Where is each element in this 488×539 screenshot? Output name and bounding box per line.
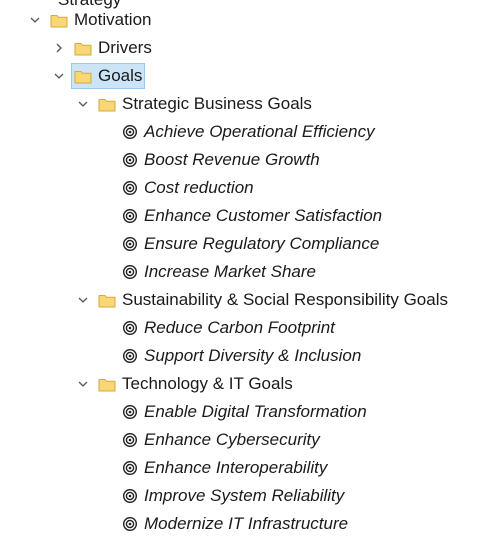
tree-label-goal: Modernize IT Infrastructure	[144, 514, 349, 533]
tree-label-goals: Goals	[98, 66, 143, 85]
tree-node-goal[interactable]: Reduce Carbon Footprint	[122, 314, 335, 342]
tree-label-strategy: Strategy	[58, 0, 121, 11]
chevron-down-icon[interactable]	[76, 97, 90, 111]
tree-node-goal[interactable]: Enhance Customer Satisfaction	[122, 202, 382, 230]
tree-label-goal: Enable Digital Transformation	[144, 402, 367, 421]
chevron-down-icon[interactable]	[52, 69, 66, 83]
chevron-down-icon[interactable]	[28, 13, 42, 27]
goal-target-icon	[122, 208, 138, 224]
tree-label-group: Technology & IT Goals	[122, 374, 293, 393]
tree-row-strategy-partial[interactable]: Strategy	[58, 0, 121, 14]
tree-node-group[interactable]: Strategic Business Goals	[76, 90, 312, 118]
tree-node-goal[interactable]: Modernize IT Infrastructure	[122, 510, 348, 538]
tree-label-goal: Achieve Operational Efficiency	[144, 122, 375, 141]
tree-label-goal: Enhance Cybersecurity	[144, 430, 320, 449]
tree-label-motivation: Motivation	[74, 10, 152, 29]
selection-highlight: Goals	[71, 63, 146, 89]
tree-node-goal[interactable]: Ensure Regulatory Compliance	[122, 230, 379, 258]
tree-node-goal[interactable]: Support Diversity & Inclusion	[122, 342, 361, 370]
tree-label-goal: Reduce Carbon Footprint	[144, 318, 335, 337]
tree-node-goal[interactable]: Cost reduction	[122, 174, 254, 202]
tree-label-goal: Support Diversity & Inclusion	[144, 346, 362, 365]
tree-label-goal: Boost Revenue Growth	[144, 150, 320, 169]
tree-label-drivers: Drivers	[98, 38, 152, 57]
goal-target-icon	[122, 404, 138, 420]
folder-icon	[98, 377, 116, 392]
tree-label-goal: Increase Market Share	[144, 262, 316, 281]
tree-node-goal[interactable]: Boost Revenue Growth	[122, 146, 320, 174]
tree-node-goal[interactable]: Enhance Interoperability	[122, 454, 327, 482]
goal-target-icon	[122, 236, 138, 252]
tree-label-goal: Enhance Customer Satisfaction	[144, 206, 383, 225]
tree-node-goal[interactable]: Enable Digital Transformation	[122, 398, 367, 426]
tree-label-goal: Enhance Interoperability	[144, 458, 328, 477]
chevron-down-icon[interactable]	[76, 377, 90, 391]
goal-target-icon	[122, 516, 138, 532]
folder-icon	[98, 97, 116, 112]
folder-icon	[74, 41, 92, 56]
tree-node-motivation[interactable]: Motivation	[28, 6, 151, 34]
tree-node-goal[interactable]: Improve System Reliability	[122, 482, 344, 510]
goal-target-icon	[122, 432, 138, 448]
tree-label-goal: Cost reduction	[144, 178, 254, 197]
tree-node-goal[interactable]: Enhance Cybersecurity	[122, 426, 320, 454]
tree-node-drivers[interactable]: Drivers	[52, 34, 152, 62]
chevron-right-icon[interactable]	[52, 41, 66, 55]
folder-icon	[98, 293, 116, 308]
goal-target-icon	[122, 320, 138, 336]
tree-node-goal[interactable]: Increase Market Share	[122, 258, 316, 286]
goal-target-icon	[122, 488, 138, 504]
goal-target-icon	[122, 180, 138, 196]
chevron-down-icon[interactable]	[76, 293, 90, 307]
tree-node-group[interactable]: Sustainability & Social Responsibility G…	[76, 286, 448, 314]
goal-target-icon	[122, 124, 138, 140]
tree-node-group[interactable]: Technology & IT Goals	[76, 370, 293, 398]
tree-label-group: Strategic Business Goals	[122, 94, 312, 113]
goal-target-icon	[122, 460, 138, 476]
folder-icon	[50, 13, 68, 28]
tree-label-group: Sustainability & Social Responsibility G…	[122, 290, 448, 309]
goal-target-icon	[122, 348, 138, 364]
goal-target-icon	[122, 152, 138, 168]
folder-icon	[74, 69, 92, 84]
tree-node-goals[interactable]: Goals	[52, 62, 146, 90]
tree-label-goal: Improve System Reliability	[144, 486, 345, 505]
goal-target-icon	[122, 264, 138, 280]
tree-label-goal: Ensure Regulatory Compliance	[144, 234, 380, 253]
tree-node-goal[interactable]: Achieve Operational Efficiency	[122, 118, 375, 146]
